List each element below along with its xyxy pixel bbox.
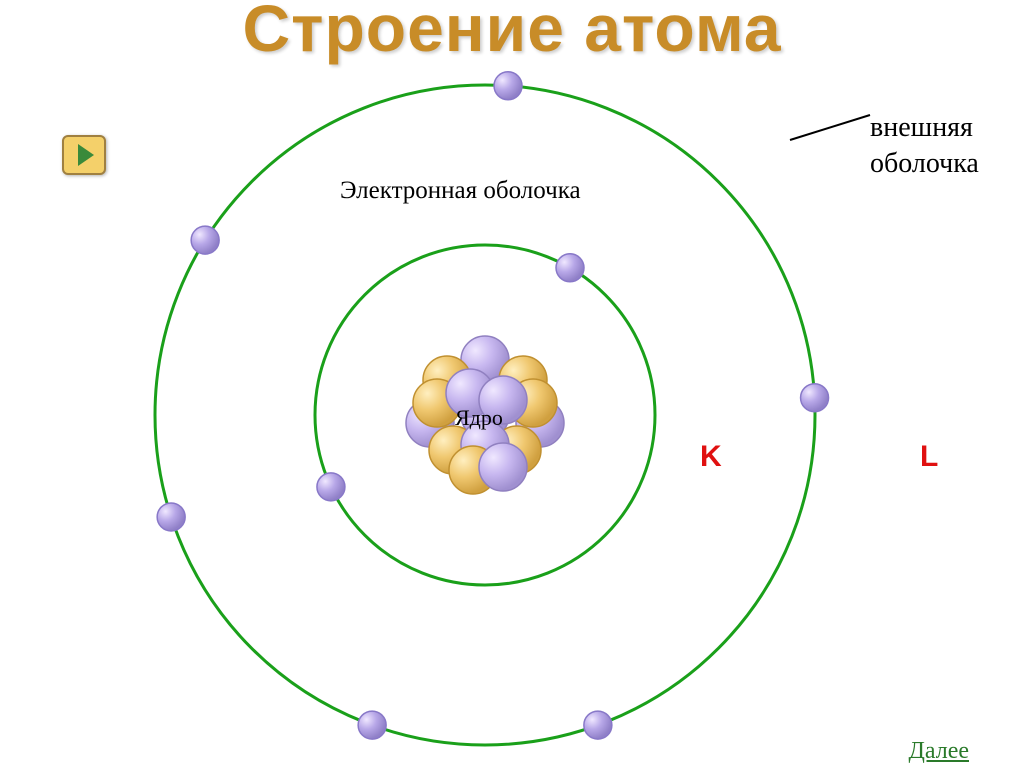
next-link[interactable]: Далее <box>908 738 969 765</box>
nucleus-label: Ядро <box>455 405 503 431</box>
outer-shell-label-1: внешняя <box>870 112 973 144</box>
outer-shell-label-2: оболочка <box>870 148 979 180</box>
shell-l-label: L <box>920 440 938 474</box>
shell-k-label: K <box>700 440 722 474</box>
electron-shell-label: Электронная оболочка <box>340 177 581 205</box>
